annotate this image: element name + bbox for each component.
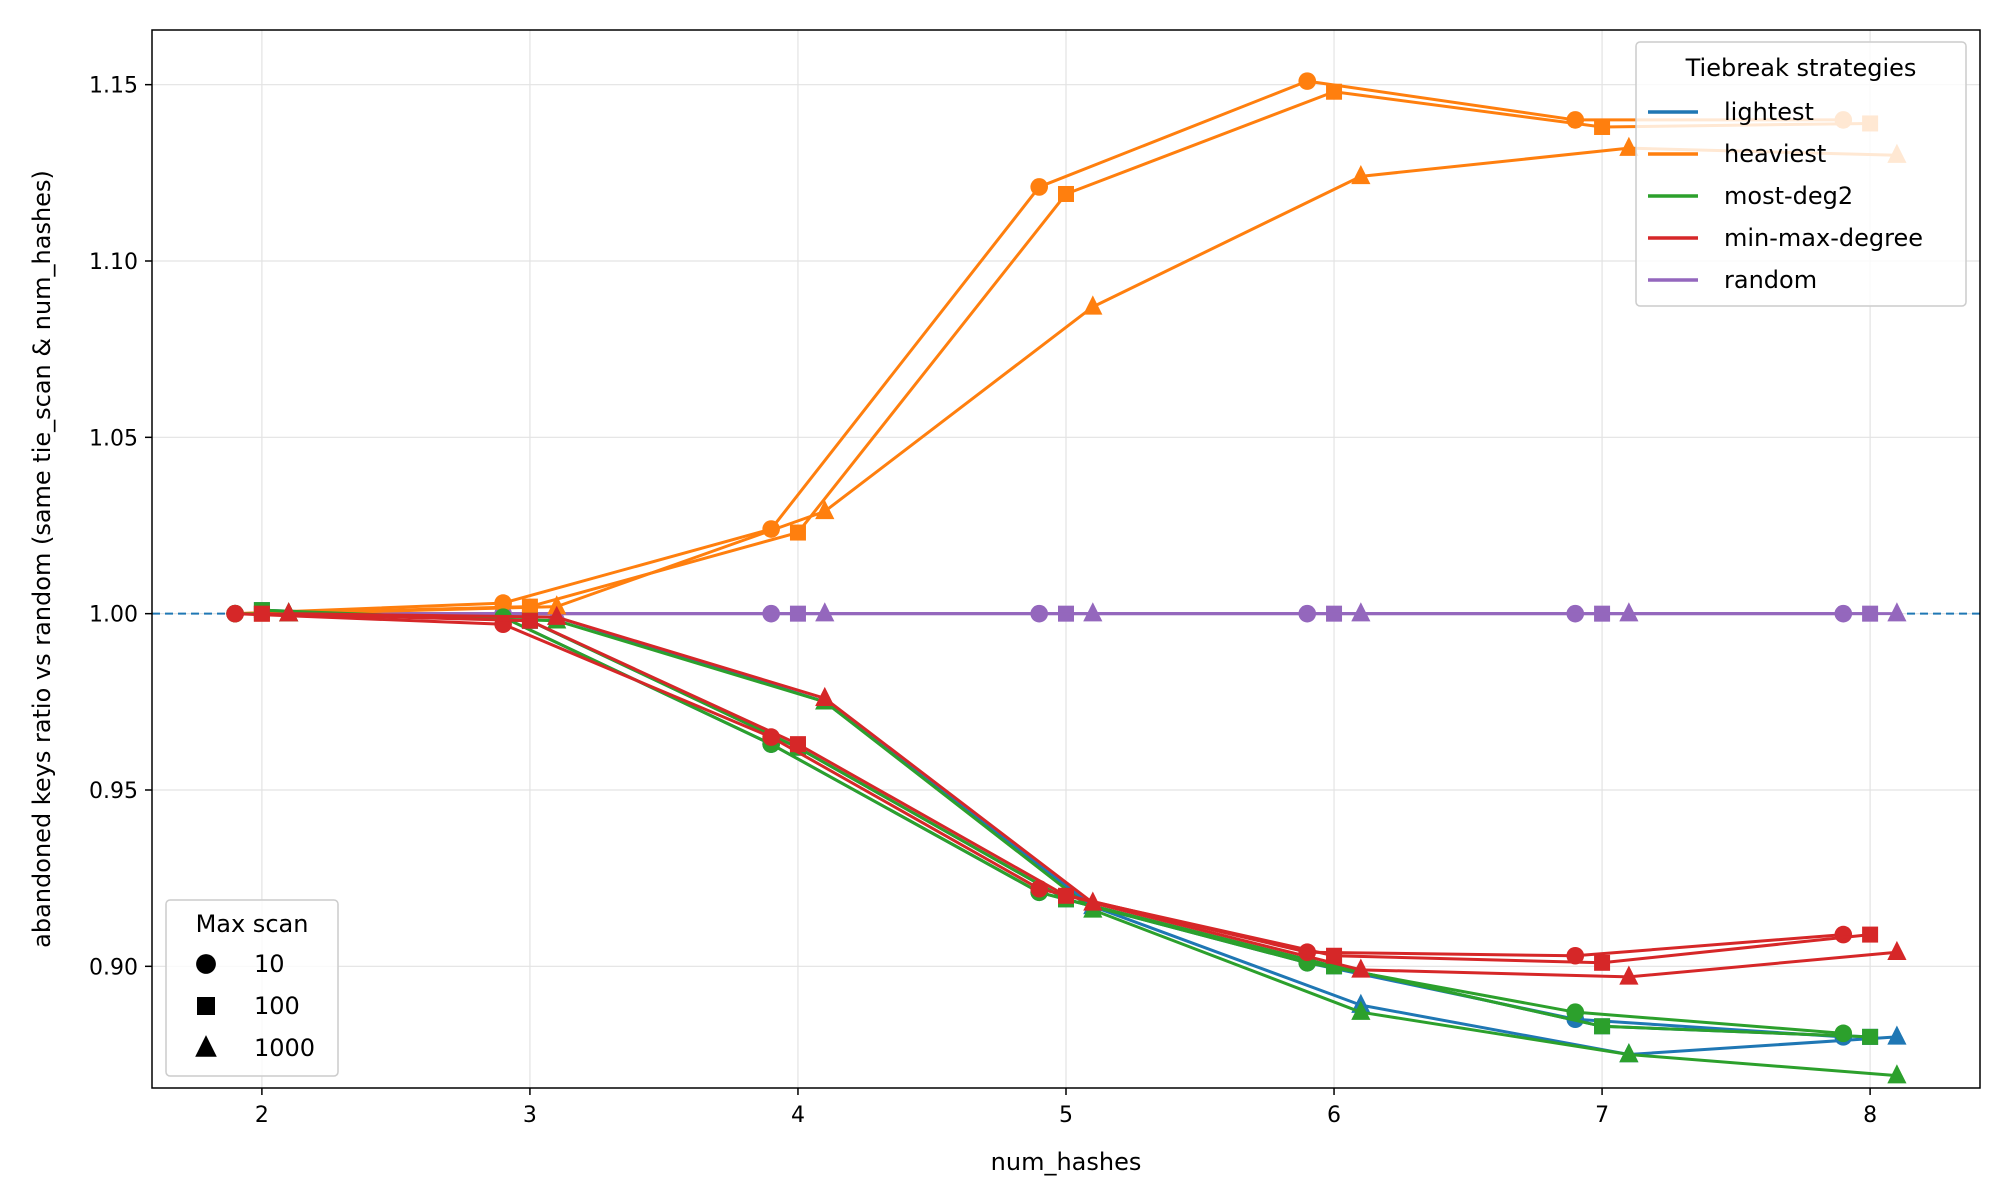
data-point: [1030, 178, 1048, 196]
y-tick-label: 1.15: [89, 74, 138, 99]
data-point: [1083, 891, 1103, 911]
data-point: [1887, 602, 1907, 622]
data-point: [1083, 295, 1103, 315]
legend-box: [165, 899, 339, 1077]
data-point: [1326, 83, 1343, 100]
legend-max-scan: Max scan 10 100 1000: [165, 899, 339, 1077]
x-tick-label: 7: [1595, 1103, 1609, 1128]
data-point: [1619, 965, 1639, 985]
series-group: [226, 72, 1907, 1084]
data-point: [1594, 118, 1611, 135]
x-tick-label: 8: [1863, 1103, 1877, 1128]
data-point: [1862, 1028, 1879, 1045]
data-point: [226, 604, 244, 623]
x-tick-label: 6: [1327, 1103, 1341, 1128]
legend-label-100: 100: [254, 992, 300, 1020]
data-point: [1594, 1018, 1611, 1035]
legend-marker-1000: [195, 1035, 217, 1057]
data-point: [1887, 1025, 1907, 1045]
legend-label-most-deg2: most-deg2: [1724, 182, 1853, 210]
legend-label-1000: 1000: [254, 1034, 315, 1062]
data-point: [1619, 602, 1639, 622]
data-point: [1862, 926, 1879, 943]
data-point: [1058, 887, 1074, 904]
data-point: [1566, 946, 1585, 965]
legend-tiebreak-strategies: Tiebreak strategies lightest heaviest most-…: [1635, 41, 1967, 307]
legend-label-10: 10: [254, 950, 285, 978]
data-point: [815, 602, 835, 622]
legend-box: [1635, 41, 1967, 307]
data-point: [521, 612, 538, 629]
data-point: [547, 605, 567, 625]
data-point: [253, 605, 270, 622]
data-point: [1326, 947, 1343, 964]
data-point: [815, 686, 835, 707]
series-min-max-degree-1000: [279, 602, 1907, 985]
data-point: [1566, 1003, 1585, 1021]
y-tick-label: 0.95: [89, 779, 138, 804]
data-point: [547, 595, 567, 615]
legend-label-heaviest: heaviest: [1724, 140, 1826, 168]
data-point: [789, 524, 806, 541]
data-point: [1594, 954, 1611, 971]
data-point: [1887, 1064, 1907, 1084]
y-tick-label: 0.90: [89, 955, 138, 980]
x-tick-label: 2: [255, 1103, 269, 1128]
data-point: [279, 602, 299, 622]
legend-marker-10: [196, 954, 216, 974]
data-point: [815, 499, 835, 520]
x-tick-label: 3: [523, 1103, 537, 1128]
x-tick-label: 4: [791, 1103, 805, 1128]
data-point: [1834, 1024, 1853, 1043]
data-point: [1887, 940, 1907, 960]
data-point: [1351, 958, 1371, 978]
x-axis-label: num_hashes: [991, 1148, 1142, 1176]
legend-title: Tiebreak strategies: [1685, 54, 1917, 82]
y-axis-label: abandoned keys ratio vs random (same tie…: [28, 170, 56, 948]
data-point: [1058, 185, 1074, 202]
legend-marker-100: [197, 997, 215, 1015]
y-tick-label: 1.05: [89, 426, 138, 451]
data-point: [789, 736, 806, 753]
y-tick-label: 1.10: [89, 250, 138, 275]
data-point: [1083, 602, 1103, 622]
data-point: [1351, 1000, 1371, 1020]
data-point: [494, 615, 512, 634]
legend-label-random: random: [1724, 266, 1817, 294]
data-point: [1566, 111, 1585, 129]
data-point: [1619, 1043, 1639, 1063]
data-point: [1834, 925, 1853, 944]
y-tick-label: 1.00: [89, 603, 138, 628]
data-point: [1619, 136, 1639, 156]
series-min-max-degree-100: [253, 605, 1879, 971]
data-point: [1351, 164, 1371, 185]
data-point: [1351, 602, 1371, 622]
legend-label-lightest: lightest: [1724, 98, 1814, 126]
legend-label-min-max-degree: min-max-degree: [1724, 224, 1923, 252]
legend-title: Max scan: [196, 910, 309, 938]
axis-ticks: 2 3 4 5 6 7 8 0.90 0.95 1.00 1.05 1.10 1.15: [89, 74, 1877, 1128]
x-tick-label: 5: [1059, 1103, 1073, 1128]
data-point: [1298, 72, 1317, 90]
